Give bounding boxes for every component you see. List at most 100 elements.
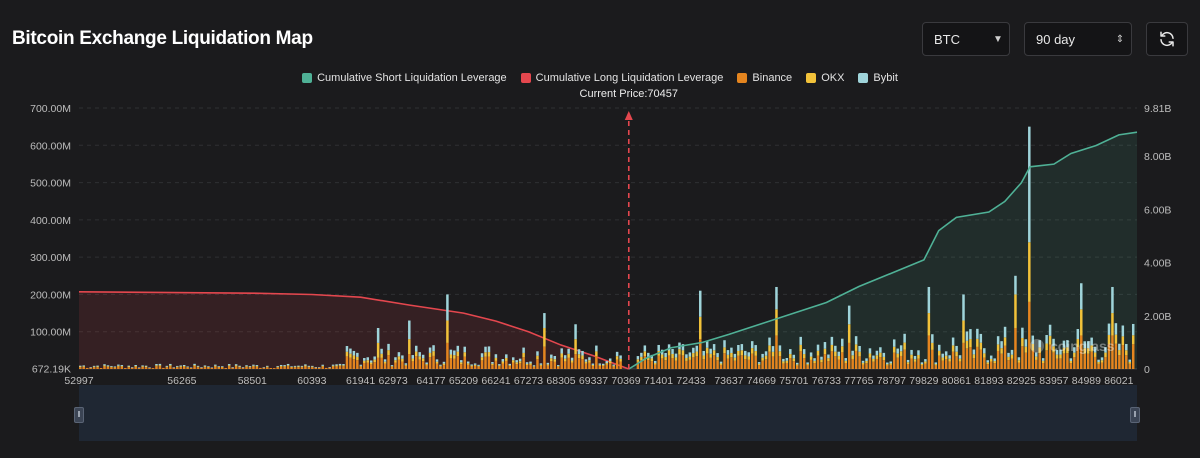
refresh-button[interactable] [1146, 22, 1188, 56]
bar-binance [453, 358, 456, 369]
bar-binance [120, 366, 124, 369]
bar-okx [1000, 348, 1003, 354]
bar-bybit [428, 347, 432, 353]
legend-item-binance[interactable]: Binance [737, 72, 792, 84]
bar-bybit [376, 327, 380, 343]
x-tick-label: 82925 [1007, 375, 1036, 387]
bar-binance [186, 367, 189, 369]
bar-bybit [401, 355, 404, 359]
bar-bybit [1062, 340, 1066, 348]
bar-bybit [841, 338, 844, 347]
bar-binance [560, 357, 563, 369]
bar-bybit [844, 358, 847, 361]
bar-bybit [567, 348, 570, 354]
bar-okx [664, 356, 667, 361]
bar-binance [1000, 353, 1003, 369]
bar-bybit [449, 349, 453, 355]
bar-okx [1080, 309, 1083, 336]
legend-item-bybit[interactable]: Bybit [858, 72, 898, 84]
bar-okx [276, 366, 279, 368]
bar-okx [730, 352, 733, 358]
legend-item-short[interactable]: Cumulative Short Liquidation Leverage [302, 72, 507, 84]
bar-okx [806, 364, 809, 366]
bar-okx [515, 362, 518, 365]
bar-binance [896, 357, 899, 369]
bar-bybit [518, 358, 522, 362]
bar-binance [851, 358, 854, 369]
bar-bybit [865, 358, 868, 362]
bar-binance [505, 360, 508, 369]
bar-binance [692, 357, 695, 369]
bar-okx [311, 366, 314, 368]
bar-binance [1090, 351, 1093, 369]
bar-binance [179, 367, 182, 369]
bar-bybit [993, 358, 996, 362]
bar-okx [227, 365, 231, 367]
bar-bybit [550, 354, 553, 359]
bar-okx [674, 357, 678, 361]
bar-okx [899, 351, 903, 356]
bar-binance [771, 356, 775, 369]
bar-binance [449, 358, 453, 369]
bar-binance [359, 366, 363, 369]
bar-bybit [179, 365, 182, 367]
bar-binance [841, 352, 844, 369]
bar-bybit [889, 361, 893, 364]
bar-binance [484, 356, 487, 369]
bar-bybit [1097, 359, 1100, 363]
zoom-slider[interactable] [79, 385, 1137, 441]
bar-okx [425, 364, 428, 366]
bar-bybit [408, 320, 411, 340]
bar-binance [1048, 344, 1052, 369]
bar-bybit [175, 365, 179, 367]
bar-okx [688, 356, 692, 360]
range-select[interactable]: 90 day ⇕ [1024, 22, 1132, 56]
bar-binance [200, 367, 203, 369]
bar-bybit [1111, 286, 1114, 314]
bar-bybit [695, 345, 699, 352]
bar-binance [293, 367, 297, 369]
zoom-handle-right[interactable]: ǁ [1130, 407, 1140, 423]
bar-okx [511, 360, 515, 363]
bar-bybit [276, 365, 279, 367]
bar-bybit [328, 367, 331, 368]
bar-okx [1073, 352, 1076, 358]
bar-bybit [96, 365, 99, 367]
bar-okx [602, 365, 605, 367]
bar-okx [141, 366, 144, 368]
bar-bybit [667, 344, 671, 351]
watermark-logo [1030, 339, 1044, 353]
legend-item-long[interactable]: Cumulative Long Liquidation Leverage [520, 72, 723, 84]
bar-okx [619, 358, 622, 362]
x-tick-label: 86021 [1104, 375, 1133, 387]
legend-item-okx[interactable]: OKX [806, 72, 844, 84]
bar-binance [816, 355, 820, 369]
bar-binance [754, 355, 757, 369]
symbol-select[interactable]: BTC ▼ [922, 22, 1010, 56]
bar-bybit [1041, 358, 1045, 361]
bar-binance [82, 367, 85, 369]
bar-okx [591, 364, 595, 366]
bar-bybit [130, 367, 134, 368]
bar-okx [643, 351, 647, 357]
bar-okx [359, 365, 363, 367]
bar-bybit [515, 360, 518, 363]
bar-bybit [1100, 357, 1104, 361]
bar-okx [432, 351, 435, 356]
bar-okx [349, 353, 352, 358]
bar-binance [688, 359, 692, 369]
bar-okx [972, 354, 976, 359]
zoom-handle-left[interactable]: ǁ [74, 407, 84, 423]
bar-bybit [1083, 341, 1086, 349]
bar-binance [127, 367, 130, 369]
bar-bybit [595, 345, 598, 352]
bar-okx [1010, 354, 1014, 359]
bar-bybit [927, 286, 931, 314]
bar-binance [1104, 356, 1107, 369]
bar-okx [1107, 334, 1111, 345]
bar-bybit [899, 345, 903, 352]
bar-binance [938, 355, 941, 369]
bar-binance [951, 351, 955, 369]
bar-binance [636, 361, 640, 369]
bar-bybit [785, 358, 789, 361]
